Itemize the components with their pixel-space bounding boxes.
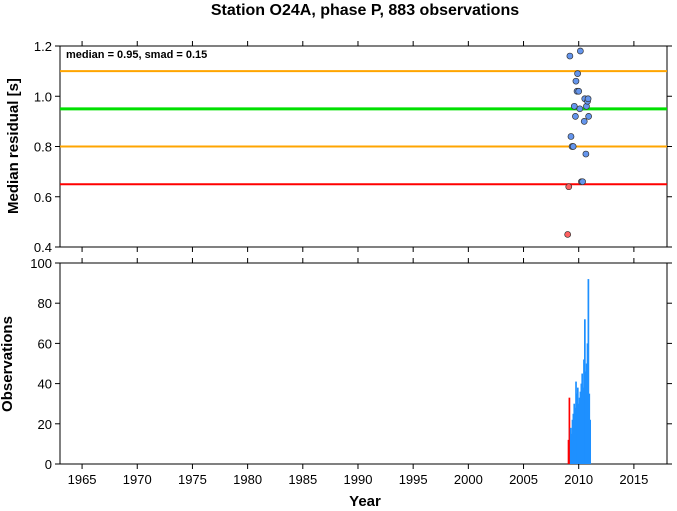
observations-y-tick-label: 0: [45, 457, 52, 472]
data-point: [569, 143, 577, 150]
chart-title: Station O24A, phase P, 883 observations: [211, 2, 519, 19]
x-tick-label: 1995: [399, 472, 428, 487]
data-point: [576, 105, 584, 113]
bar: [579, 391, 582, 464]
bar: [571, 419, 574, 464]
bar: [570, 433, 573, 464]
bar: [586, 343, 589, 464]
data-point: [584, 95, 592, 103]
x-tick-label: 1980: [233, 472, 262, 487]
data-point: [572, 77, 580, 85]
bar: [577, 403, 580, 464]
data-point: [566, 52, 574, 60]
residual-y-tick-label: 0.6: [34, 190, 52, 205]
observations-y-tick-label: 20: [38, 417, 52, 432]
residual-y-tick-label: 0.8: [34, 140, 52, 155]
bar: [588, 393, 591, 464]
bar: [584, 371, 587, 464]
bar: [569, 427, 572, 464]
x-tick-label: 1990: [344, 472, 373, 487]
data-point: [580, 118, 588, 125]
bar: [572, 413, 575, 464]
bar: [581, 373, 584, 464]
bar: [589, 419, 592, 464]
observations-panel: Observations 0 20 40 60 80 100 1965 1970 1975 19…: [0, 256, 672, 487]
stats-annotation: median = 0.95, smad = 0.15: [66, 49, 207, 61]
data-point: [575, 87, 583, 95]
observations-y-axis-label: Observations: [0, 316, 16, 412]
bar: [580, 383, 583, 464]
bar: [576, 387, 579, 464]
residual-y-axis-label: Median residual [s]: [5, 78, 22, 214]
bar: [576, 393, 578, 464]
residual-panel: median = 0.95, smad = 0.15 Median residu…: [5, 39, 672, 255]
x-tick-label: 1975: [178, 472, 207, 487]
observations-y-tick-label: 100: [30, 256, 52, 271]
x-tick-label: 2005: [509, 472, 538, 487]
x-tick-label: 2010: [564, 472, 593, 487]
bar: [573, 403, 576, 464]
bar: [574, 407, 576, 464]
residual-y-tick-label: 1.0: [34, 89, 52, 104]
observations-y-tick-label: 40: [38, 377, 52, 392]
bar: [584, 319, 586, 464]
x-axis-label: Year: [349, 493, 381, 510]
residual-y-tick-label: 1.2: [34, 39, 52, 54]
data-point: [564, 231, 572, 238]
bar: [587, 279, 590, 464]
data-point: [572, 112, 579, 120]
data-point: [585, 112, 592, 120]
x-tick-label: 2015: [619, 472, 648, 487]
bar: [585, 363, 588, 464]
data-point: [574, 70, 581, 77]
bar: [575, 381, 577, 464]
data-point: [565, 183, 573, 191]
observations-plot-frame: [59, 262, 668, 465]
data-point: [570, 102, 578, 110]
x-tick-label: 2000: [454, 472, 483, 487]
data-point: [567, 133, 575, 140]
x-tick-label: 1985: [288, 472, 317, 487]
data-point: [577, 47, 584, 55]
residual-y-tick-label: 0.4: [34, 240, 52, 255]
bar: [578, 397, 581, 464]
x-tick-label: 1965: [68, 472, 97, 487]
x-tick-label: 1970: [123, 472, 152, 487]
data-point: [579, 178, 586, 186]
bar: [568, 397, 571, 464]
bar: [583, 359, 585, 464]
observations-y-tick-label: 80: [38, 296, 52, 311]
bar: [582, 387, 584, 464]
observations-y-tick-label: 60: [38, 336, 52, 351]
data-point: [582, 150, 590, 158]
bar: [567, 439, 570, 464]
